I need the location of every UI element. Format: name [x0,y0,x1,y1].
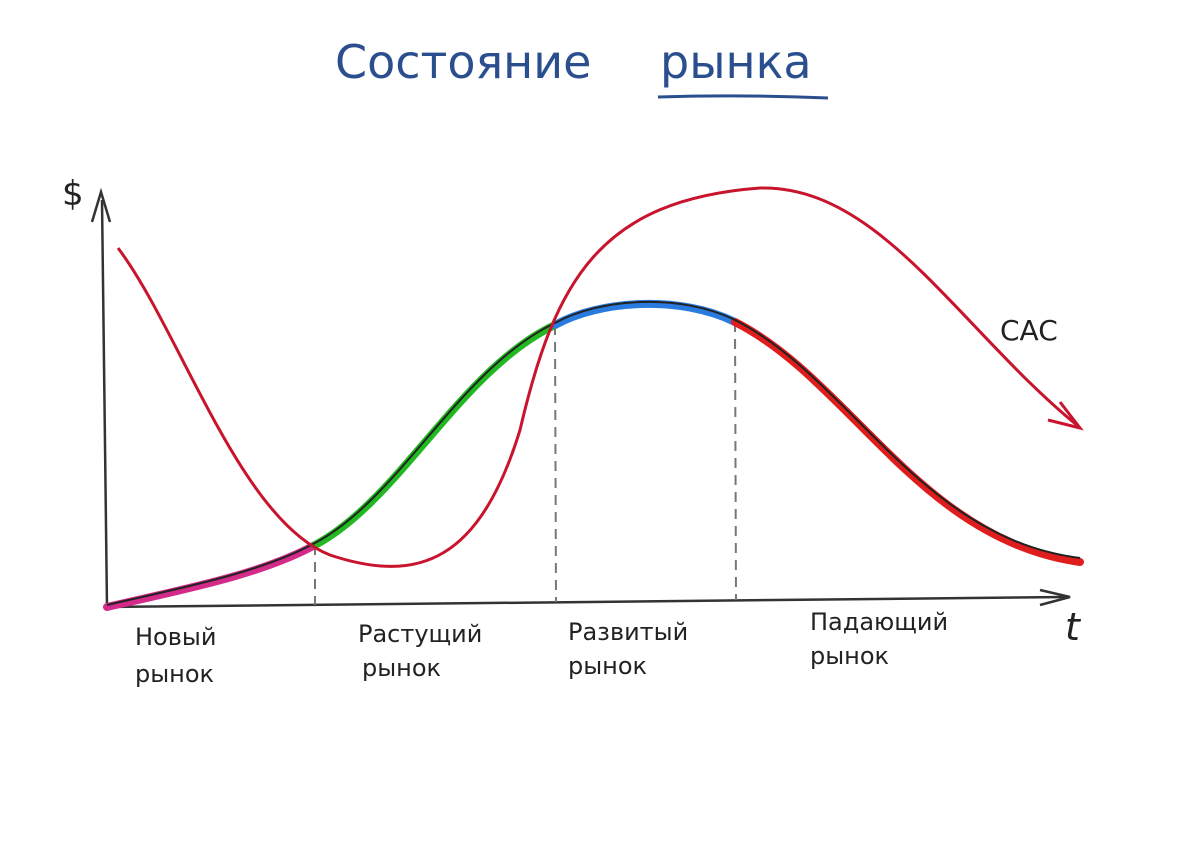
stage-label: Новый [135,623,216,651]
title-lead: Состояние [335,35,591,89]
x-axis [106,595,1066,609]
stage-mature [551,299,739,329]
stage-label: рынок [362,654,441,682]
y-axis [100,199,109,608]
cac-arrow [1047,401,1084,431]
divider [554,324,557,603]
stage-growing [311,321,559,549]
stage-declining [731,318,1084,566]
market-curve [106,300,1081,606]
stage-label: рынок [568,652,647,680]
stage-label: рынок [135,660,214,688]
title-underlined: рынка [660,35,812,89]
x-arrow [1039,588,1071,607]
stage-label: Падающий [810,608,948,636]
cac-label: CAC [1000,314,1058,347]
divider [734,321,737,601]
y-arrow [90,187,112,223]
cac-curve [116,186,1079,568]
title-underline [657,94,829,100]
stage-label: Развитый [568,618,688,646]
y-axis-label: $ [62,174,84,214]
stage-label: Растущий [358,620,482,648]
x-axis-label: t [1065,605,1082,649]
stage-new [103,541,319,611]
stage-label: рынок [810,642,889,670]
